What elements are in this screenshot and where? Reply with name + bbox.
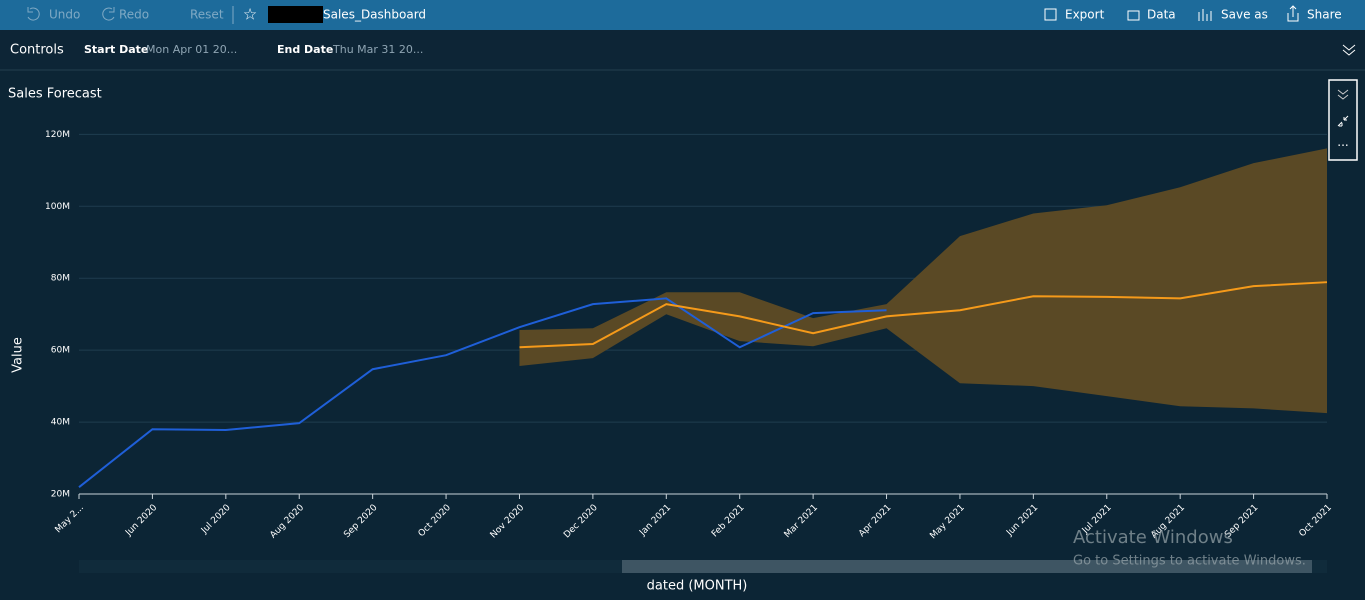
save-as[interactable]: Save as — [1221, 8, 1268, 22]
series-line — [519, 281, 1328, 349]
y-tick-label: 100M — [45, 202, 70, 212]
controls-title[interactable]: Controls — [10, 43, 64, 58]
data-icon[interactable] — [1127, 10, 1140, 21]
undo-icon[interactable] — [27, 7, 40, 21]
y-tick-label: 80M — [51, 274, 70, 284]
start-label: Start Date — [84, 43, 148, 56]
expand-controls[interactable] — [1342, 44, 1356, 56]
collapse-icon[interactable] — [1337, 89, 1349, 100]
y-tick-label: 20M — [51, 490, 70, 500]
x-tick-label: Apr 2021 — [857, 503, 893, 539]
redo[interactable]: Redo — [119, 8, 149, 22]
x-tick-label: Jan 2021 — [637, 503, 673, 539]
share-icon[interactable] — [1287, 5, 1299, 22]
x-tick-label: Sep 2020 — [342, 503, 379, 540]
y-axis-label: Value — [11, 337, 26, 373]
chart-title: Sales Forecast — [8, 87, 102, 102]
x-tick-label: May 2021 — [928, 503, 966, 541]
redacted — [268, 6, 323, 23]
toolbar — [0, 0, 1365, 30]
favorite-star[interactable]: ☆ — [243, 5, 257, 24]
x-tick-label: May 2... — [54, 503, 86, 535]
x-tick-label: Oct 2021 — [1298, 503, 1334, 539]
x-tick-label: Jun 2021 — [1004, 503, 1040, 539]
export-icon[interactable] — [1044, 8, 1057, 21]
end-value[interactable]: Thu Mar 31 20... — [332, 43, 423, 56]
scrollbar-thumb[interactable] — [622, 560, 1312, 573]
watermark-title: Activate Windows — [1073, 527, 1233, 548]
plot: 20M 40M 60M 80M 100M 120M May 2... Jun 2020 Jul … — [45, 130, 1334, 541]
forecast-band — [519, 148, 1327, 414]
redo-icon[interactable] — [102, 7, 115, 21]
y-tick-label: 60M — [51, 346, 70, 356]
data[interactable]: Data — [1147, 8, 1176, 22]
y-tick-label: 40M — [51, 418, 70, 428]
y-tick-label: 120M — [45, 130, 70, 140]
x-tick-label: Dec 2020 — [562, 503, 600, 541]
more-icon[interactable]: ··· — [1337, 139, 1348, 153]
x-tick-label: Mar 2021 — [783, 503, 820, 540]
x-tick-label: Jul 2020 — [199, 503, 233, 537]
watermark-text: Go to Settings to activate Windows. — [1073, 554, 1306, 569]
start-value[interactable]: Mon Apr 01 20... — [146, 43, 237, 56]
x-tick-label: Feb 2021 — [710, 503, 747, 540]
save-icon[interactable] — [1198, 9, 1212, 21]
end-label: End Date — [277, 43, 333, 56]
x-tick-label: Jun 2020 — [123, 503, 159, 539]
reset[interactable]: Reset — [190, 8, 224, 22]
dashboard-name: Sales_Dashboard — [323, 8, 426, 22]
x-tick-label: Nov 2020 — [489, 503, 527, 541]
controls-bar — [0, 30, 1365, 70]
visual-menu — [1328, 79, 1358, 161]
minimize-icon[interactable] — [1337, 115, 1349, 127]
x-axis-label: dated (MONTH) — [647, 579, 748, 594]
x-tick-label: Aug 2020 — [268, 503, 306, 541]
export[interactable]: Export — [1065, 8, 1105, 22]
undo[interactable]: Undo — [49, 8, 80, 22]
share[interactable]: Share — [1307, 8, 1342, 22]
series-line — [78, 297, 887, 488]
x-tick-label: Oct 2020 — [417, 503, 453, 539]
